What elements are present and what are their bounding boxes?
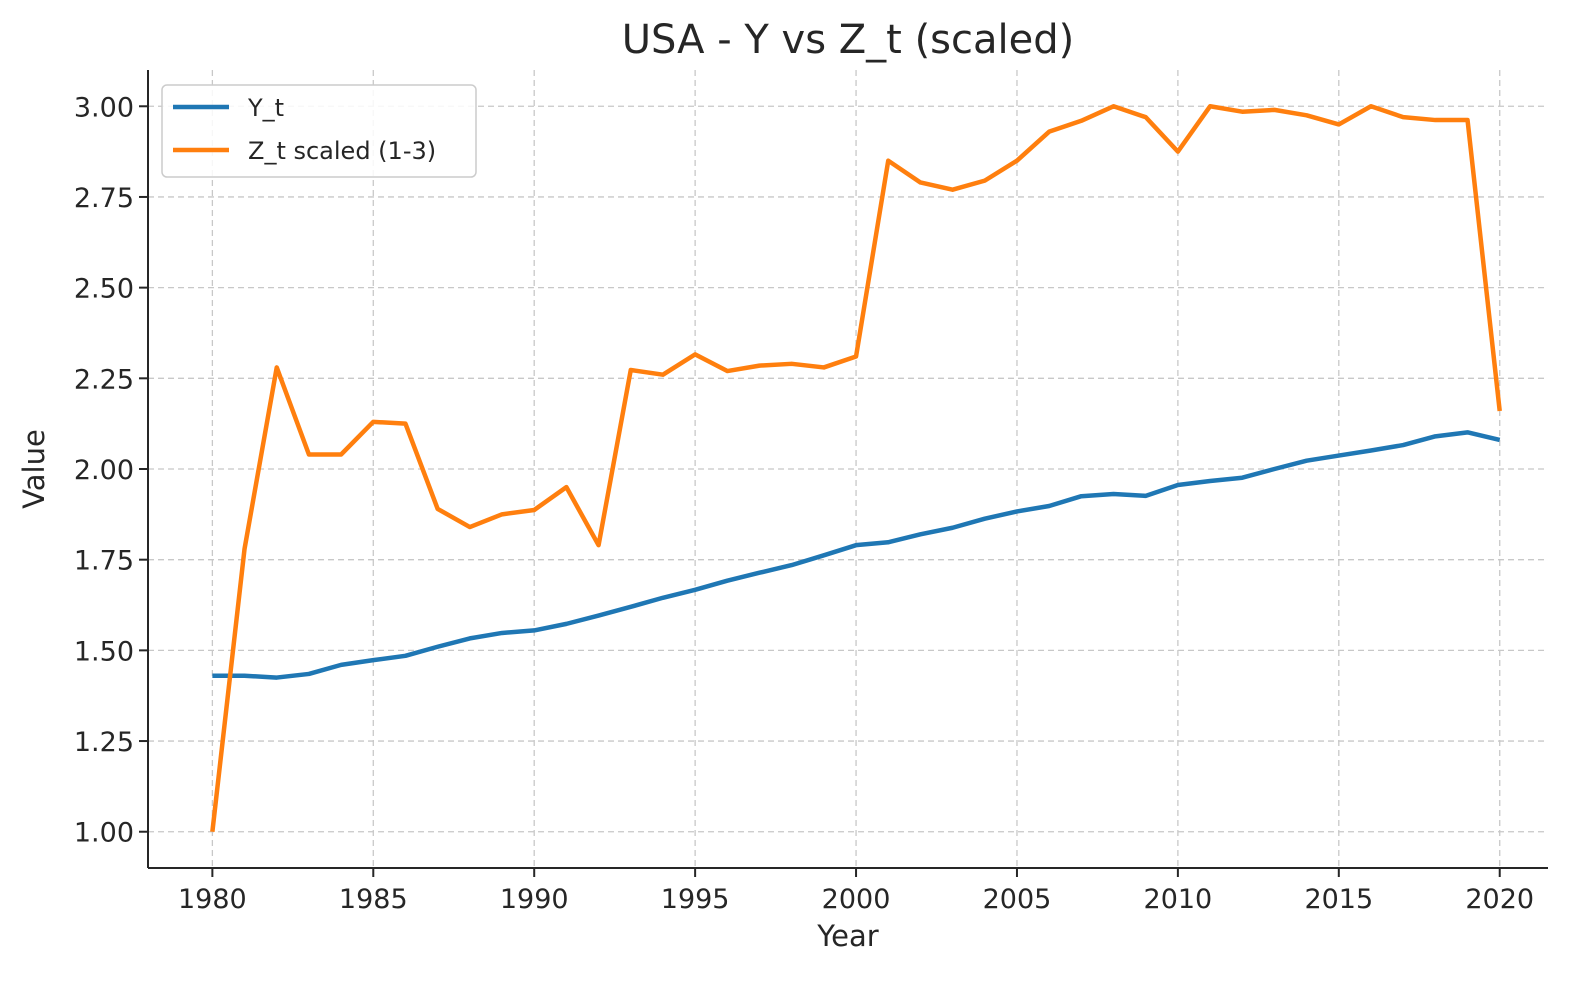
y-tick-label: 2.50 — [74, 274, 134, 305]
y-tick-label: 1.50 — [74, 636, 134, 667]
x-tick-label: 2005 — [983, 884, 1052, 915]
tick-labels: 1980 1985 1990 1995 2000 2005 2010 2015 2020 1.00… — [74, 92, 1534, 915]
legend-box — [161, 84, 477, 178]
y-tick-label: 1.00 — [74, 818, 134, 849]
y-tick-label: 2.25 — [74, 364, 134, 395]
x-tick-label: 2000 — [822, 884, 891, 915]
x-tick-label: 2020 — [1465, 884, 1534, 915]
legend-label-y-t: Y_t — [247, 94, 284, 122]
x-tick-label: 2010 — [1144, 884, 1213, 915]
y-tick-label: 2.00 — [74, 455, 134, 486]
chart-title: USA - Y vs Z_t (scaled) — [622, 17, 1074, 63]
series-line-z-t-scaled-1-3 — [210, 104, 1502, 832]
x-tick-label: 1995 — [661, 884, 730, 915]
grid — [148, 70, 1548, 868]
y-tick-label: 3.00 — [74, 92, 134, 123]
legend: Y_t Z_t scaled (1-3) — [161, 84, 477, 178]
x-axis-label: Year — [816, 919, 878, 953]
series-line-y-t — [212, 430, 1501, 680]
x-tick-label: 2015 — [1304, 884, 1373, 915]
y-tick-label: 1.75 — [74, 546, 134, 577]
legend-label-z-t-scaled: Z_t scaled (1-3) — [248, 137, 436, 165]
x-tick-label: 1990 — [500, 884, 569, 915]
y-tick-label: 1.25 — [74, 727, 134, 758]
x-tick-label: 1980 — [178, 884, 247, 915]
series-lines — [210, 104, 1502, 832]
y-tick-label: 2.75 — [74, 183, 134, 214]
x-tick-label: 1985 — [339, 884, 408, 915]
y-axis-label: Value — [17, 429, 51, 509]
